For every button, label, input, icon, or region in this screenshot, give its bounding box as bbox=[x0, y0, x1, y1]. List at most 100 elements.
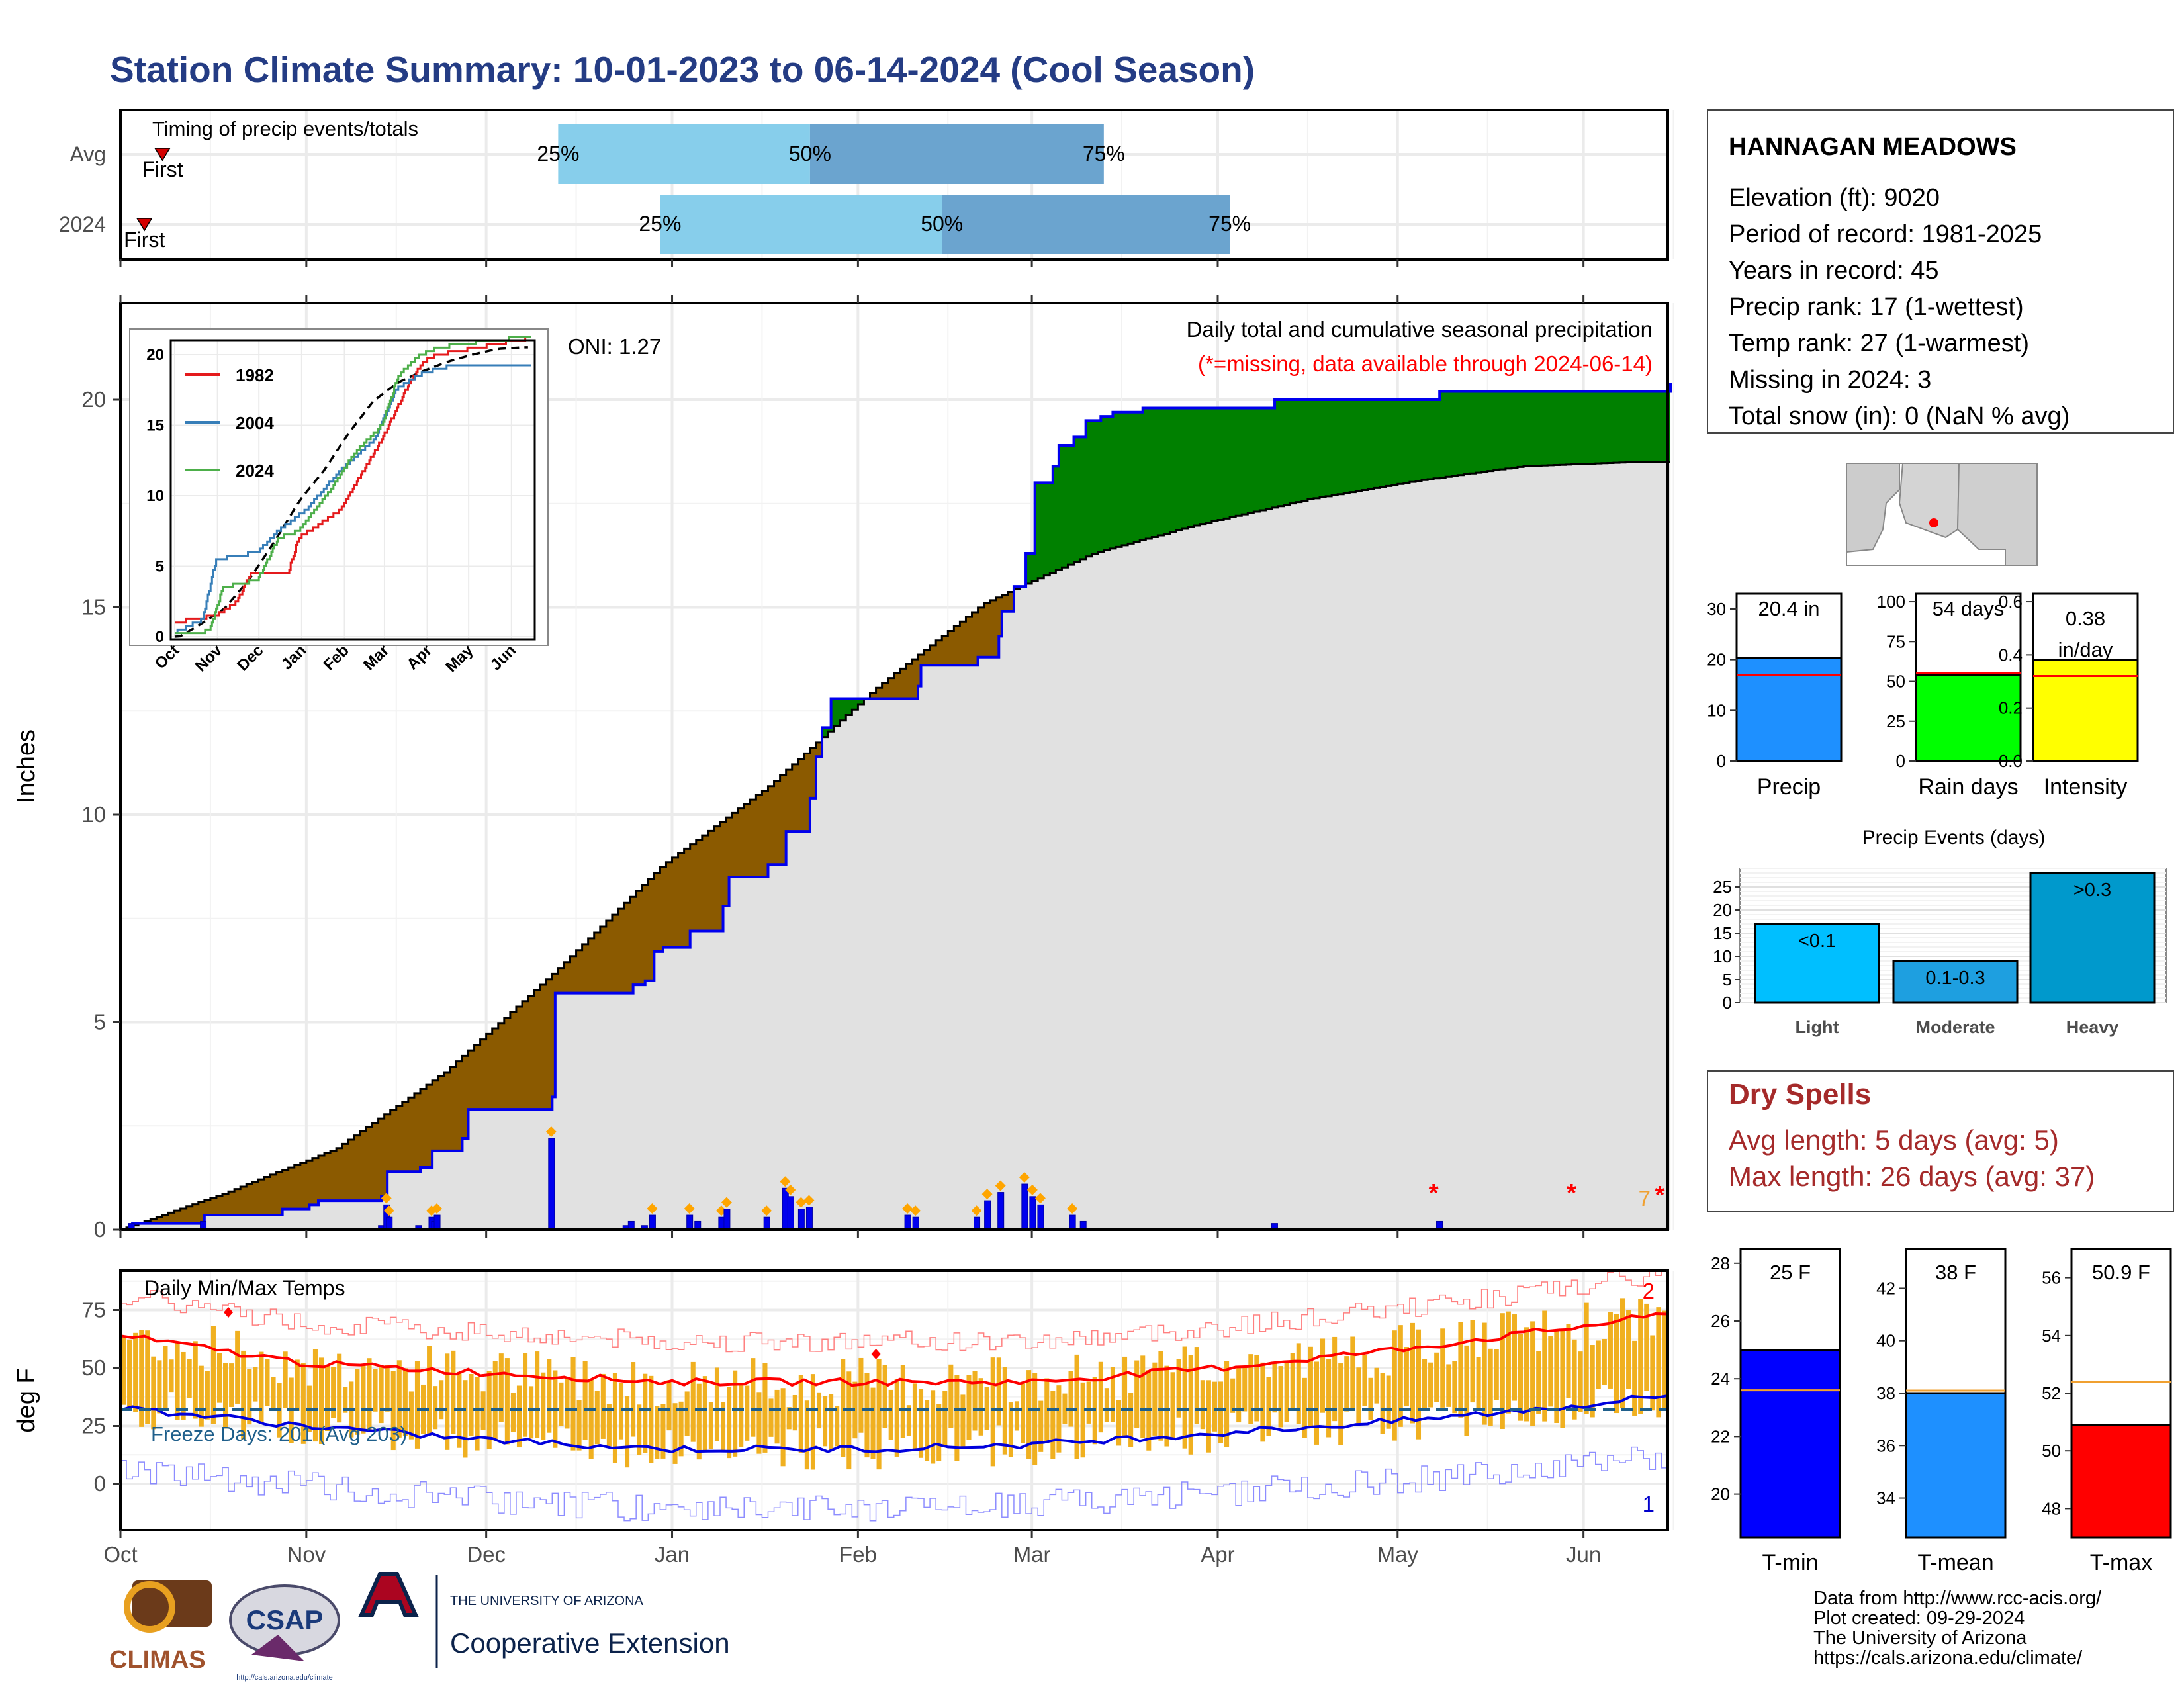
daily-temp-bar bbox=[576, 1400, 582, 1451]
daily-temp-bar bbox=[265, 1359, 270, 1406]
daily-temp-bar bbox=[1128, 1393, 1134, 1447]
daily-temp-bar bbox=[606, 1404, 612, 1447]
daily-precip-marker bbox=[785, 1184, 796, 1195]
record-marker bbox=[224, 1307, 234, 1318]
daily-temp-bar bbox=[1374, 1367, 1379, 1404]
daily-temp-bar bbox=[1152, 1362, 1158, 1436]
daily-temp-bar bbox=[1446, 1364, 1451, 1407]
temp-summary-ytick-label: 36 bbox=[1876, 1436, 1895, 1455]
daily-temp-bar bbox=[504, 1358, 510, 1445]
temp-summary-ytick-label: 50 bbox=[2042, 1441, 2061, 1461]
month-label: Feb bbox=[839, 1542, 877, 1567]
daily-temp-bar bbox=[1236, 1367, 1242, 1423]
inset-month-label: Jan bbox=[278, 641, 310, 673]
daily-temp-bar bbox=[1632, 1340, 1637, 1416]
daily-temp-bar bbox=[385, 1365, 390, 1412]
daily-temp-bar bbox=[1410, 1322, 1415, 1424]
daily-temp-bar bbox=[216, 1353, 222, 1403]
inset-ytick-label: 15 bbox=[146, 417, 164, 435]
timing-q75-label: 75% bbox=[1208, 212, 1251, 236]
daily-temp-bar bbox=[510, 1392, 516, 1432]
daily-temp-bar bbox=[1200, 1380, 1205, 1430]
event-category-label: Moderate bbox=[1915, 1017, 1995, 1037]
daily-temp-bar bbox=[1248, 1354, 1253, 1424]
daily-temp-bar bbox=[1242, 1366, 1248, 1412]
oni-value: ONI: 1.27 bbox=[568, 334, 661, 359]
summary-bars: 20.4 in 0 10 20 30 Precip 54 days 0 25 50 75 100 Rai… bbox=[1707, 592, 2139, 800]
inset-legend-2024: 2024 bbox=[236, 461, 274, 480]
daily-temp-bar bbox=[1350, 1336, 1355, 1408]
daily-precip-bar bbox=[686, 1214, 694, 1230]
daily-temp-bar bbox=[433, 1386, 438, 1430]
daily-temp-bar bbox=[439, 1380, 444, 1420]
daily-temp-bar bbox=[1542, 1310, 1547, 1422]
daily-temp-bar bbox=[1182, 1346, 1187, 1449]
daily-temp-bar bbox=[655, 1406, 660, 1459]
timing-title: Timing of precip events/totals bbox=[152, 117, 418, 140]
daily-precip-bar bbox=[797, 1209, 805, 1230]
event-bar-text: >0.3 bbox=[2073, 880, 2111, 901]
daily-temp-bar bbox=[312, 1349, 318, 1442]
daily-temp-bar bbox=[1362, 1355, 1367, 1406]
inset-month-label: Apr bbox=[404, 641, 435, 673]
daily-temp-bar bbox=[145, 1330, 150, 1424]
daily-temp-bar bbox=[1476, 1357, 1481, 1411]
daily-temp-bar bbox=[486, 1371, 492, 1449]
daily-temp-bar bbox=[133, 1332, 138, 1412]
daily-temp-bar bbox=[1578, 1351, 1583, 1412]
daily-temp-bar bbox=[541, 1372, 546, 1440]
timing-q50-label: 50% bbox=[921, 212, 963, 236]
station-precip-rank: Precip rank: 17 (1-wettest) bbox=[1729, 293, 2024, 321]
inset-month-label: May bbox=[442, 641, 477, 676]
daily-temp-bar bbox=[1440, 1328, 1445, 1408]
daily-temp-bar bbox=[1398, 1325, 1403, 1427]
daily-temp-bar bbox=[1536, 1351, 1541, 1414]
daily-temp-bar bbox=[1074, 1354, 1079, 1459]
daily-precip-marker bbox=[1019, 1172, 1030, 1183]
temp-title: Daily Min/Max Temps bbox=[144, 1276, 345, 1300]
daily-temp-bar bbox=[1602, 1338, 1607, 1385]
daily-temp-bar bbox=[733, 1370, 738, 1457]
daily-temp-bar bbox=[1038, 1400, 1044, 1452]
temp-summary-ytick-label: 54 bbox=[2042, 1326, 2061, 1346]
daily-temp-bar bbox=[912, 1383, 917, 1451]
daily-temp-bar bbox=[1290, 1353, 1295, 1410]
daily-temp-bar bbox=[343, 1387, 348, 1413]
daily-precip-marker bbox=[902, 1203, 913, 1214]
station-elevation: Elevation (ft): 9020 bbox=[1729, 184, 1940, 212]
dry-spells-max: Max length: 26 days (avg: 37) bbox=[1729, 1161, 2095, 1192]
climas-logo: CLIMAS bbox=[109, 1580, 212, 1674]
daily-temp-bar bbox=[1272, 1361, 1277, 1413]
main-ytick-label: 5 bbox=[94, 1010, 106, 1034]
daily-temp-bar bbox=[1080, 1382, 1085, 1458]
main-ytick-label: 0 bbox=[94, 1217, 106, 1242]
precip-events-chart: Precip Events (days) 0 5 10 15 20 25 <0.1 Light… bbox=[1713, 827, 2167, 1037]
daily-precip-marker bbox=[383, 1205, 394, 1216]
daily-temp-bar bbox=[1488, 1348, 1493, 1426]
temp-summary-ytick-label: 52 bbox=[2042, 1383, 2061, 1403]
inset-legend-2004: 2004 bbox=[236, 413, 274, 433]
daily-temp-bar bbox=[1380, 1373, 1385, 1434]
dry-spells-avg: Avg length: 5 days (avg: 5) bbox=[1729, 1124, 2059, 1156]
timing-q25-label: 25% bbox=[639, 212, 681, 236]
month-label: Jan bbox=[655, 1542, 690, 1567]
temp-summary-ytick-label: 22 bbox=[1711, 1426, 1730, 1446]
daily-temp-bar bbox=[906, 1405, 911, 1436]
daily-temp-bar bbox=[169, 1359, 174, 1393]
daily-temp-bar bbox=[498, 1353, 504, 1422]
daily-precip-bar bbox=[433, 1214, 441, 1230]
daily-precip-marker bbox=[1034, 1193, 1046, 1204]
daily-temp-bar bbox=[1212, 1381, 1217, 1432]
daily-temp-bar bbox=[876, 1359, 882, 1470]
temp-ytick-label: 0 bbox=[94, 1471, 106, 1496]
temp-summary-label: T-mean bbox=[1917, 1550, 1993, 1575]
month-label: Apr bbox=[1201, 1542, 1234, 1567]
daily-temp-bar bbox=[367, 1358, 372, 1431]
daily-temp-bar bbox=[325, 1365, 330, 1431]
daily-temp-bar bbox=[1230, 1378, 1236, 1413]
station-period: Period of record: 1981-2025 bbox=[1729, 220, 2042, 248]
daily-temp-bar bbox=[283, 1351, 288, 1408]
daily-temp-bar bbox=[984, 1387, 989, 1430]
daily-temp-bar bbox=[451, 1350, 456, 1434]
dry-spells-title: Dry Spells bbox=[1729, 1078, 1871, 1111]
